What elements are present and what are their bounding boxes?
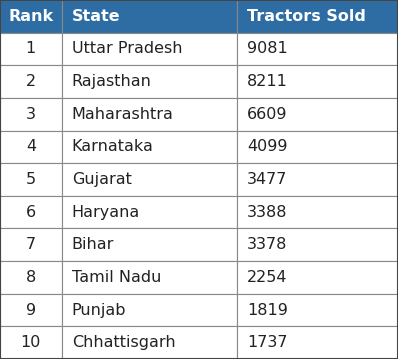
Text: 1737: 1737 <box>247 335 287 350</box>
Text: 2254: 2254 <box>247 270 287 285</box>
Bar <box>237 0 398 33</box>
Text: Haryana: Haryana <box>72 205 140 220</box>
Bar <box>62 163 237 196</box>
Bar <box>0 33 62 65</box>
Bar <box>0 196 62 228</box>
Text: Tractors Sold: Tractors Sold <box>247 9 366 24</box>
Bar <box>0 228 62 261</box>
Text: 1819: 1819 <box>247 303 288 318</box>
Bar <box>62 0 237 33</box>
Text: 1: 1 <box>26 41 36 56</box>
Bar <box>62 261 237 294</box>
Text: Chhattisgarh: Chhattisgarh <box>72 335 175 350</box>
Text: 6: 6 <box>26 205 36 220</box>
Text: Uttar Pradesh: Uttar Pradesh <box>72 41 182 56</box>
Text: Karnataka: Karnataka <box>72 139 154 154</box>
Text: Maharashtra: Maharashtra <box>72 107 174 122</box>
Text: Rajasthan: Rajasthan <box>72 74 152 89</box>
Bar <box>62 65 237 98</box>
Bar <box>237 33 398 65</box>
Text: Rank: Rank <box>8 9 53 24</box>
Text: 3388: 3388 <box>247 205 287 220</box>
Bar <box>0 261 62 294</box>
Bar <box>237 261 398 294</box>
Text: 3477: 3477 <box>247 172 287 187</box>
Bar <box>0 0 62 33</box>
Text: 6609: 6609 <box>247 107 287 122</box>
Bar <box>62 294 237 326</box>
Bar <box>62 228 237 261</box>
Bar <box>237 163 398 196</box>
Text: 7: 7 <box>26 237 36 252</box>
Bar <box>237 131 398 163</box>
Text: 5: 5 <box>26 172 36 187</box>
Bar <box>62 326 237 359</box>
Text: 9081: 9081 <box>247 41 287 56</box>
Text: Tamil Nadu: Tamil Nadu <box>72 270 161 285</box>
Bar <box>62 98 237 131</box>
Text: 8: 8 <box>26 270 36 285</box>
Text: State: State <box>72 9 120 24</box>
Bar <box>0 131 62 163</box>
Bar <box>237 98 398 131</box>
Bar <box>62 33 237 65</box>
Text: 8211: 8211 <box>247 74 288 89</box>
Bar <box>237 228 398 261</box>
Bar <box>237 326 398 359</box>
Text: 10: 10 <box>21 335 41 350</box>
Text: 2: 2 <box>26 74 36 89</box>
Bar <box>0 294 62 326</box>
Bar <box>0 163 62 196</box>
Text: 4099: 4099 <box>247 139 287 154</box>
Text: Punjab: Punjab <box>72 303 126 318</box>
Bar <box>237 294 398 326</box>
Text: Bihar: Bihar <box>72 237 114 252</box>
Bar <box>0 65 62 98</box>
Text: 4: 4 <box>26 139 36 154</box>
Text: 3: 3 <box>26 107 36 122</box>
Bar <box>0 98 62 131</box>
Bar <box>62 196 237 228</box>
Bar <box>237 65 398 98</box>
Text: Gujarat: Gujarat <box>72 172 131 187</box>
Bar <box>62 131 237 163</box>
Text: 9: 9 <box>26 303 36 318</box>
Bar <box>237 196 398 228</box>
Text: 3378: 3378 <box>247 237 287 252</box>
Bar <box>0 326 62 359</box>
